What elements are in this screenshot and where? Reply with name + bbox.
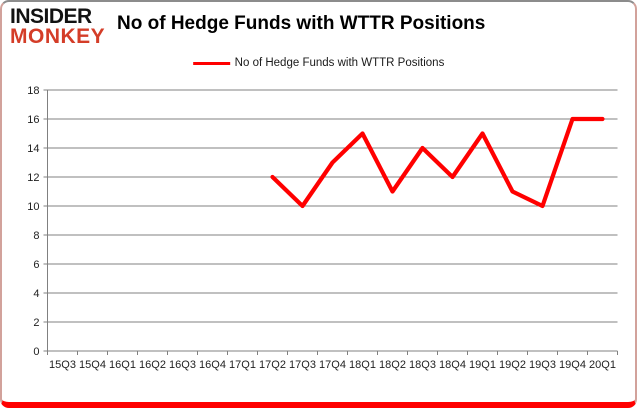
x-tick-label: 17Q2 <box>259 359 286 371</box>
x-tick-label: 19Q2 <box>499 359 526 371</box>
x-tick-label: 18Q3 <box>409 359 436 371</box>
x-tick-label: 15Q4 <box>79 359 106 371</box>
y-tick-label: 14 <box>27 143 39 155</box>
y-tick-label: 10 <box>27 201 39 213</box>
x-tick-label: 18Q2 <box>379 359 406 371</box>
y-tick-label: 2 <box>33 317 39 329</box>
x-tick-label: 16Q2 <box>139 359 166 371</box>
x-tick-label: 19Q4 <box>559 359 586 371</box>
x-tick-label: 17Q4 <box>319 359 346 371</box>
x-tick-label: 17Q1 <box>229 359 256 371</box>
y-tick-label: 8 <box>33 230 39 242</box>
x-tick-label: 19Q3 <box>529 359 556 371</box>
legend-line-swatch <box>192 61 230 65</box>
y-tick-label: 16 <box>27 114 39 126</box>
y-tick-label: 4 <box>33 288 39 300</box>
x-tick-label: 17Q3 <box>289 359 316 371</box>
x-tick-label: 20Q1 <box>589 359 616 371</box>
y-tick-label: 12 <box>27 172 39 184</box>
x-tick-label: 18Q1 <box>349 359 376 371</box>
x-tick-label: 19Q1 <box>469 359 496 371</box>
x-tick-label: 15Q3 <box>49 359 76 371</box>
logo-line-insider: INSIDER <box>10 5 92 28</box>
y-tick-label: 6 <box>33 259 39 271</box>
legend: No of Hedge Funds with WTTR Positions <box>192 57 445 69</box>
y-tick-label: 18 <box>27 85 39 97</box>
x-tick-label: 16Q4 <box>199 359 226 371</box>
insider-monkey-logo: INSIDER MONKEY <box>10 5 106 48</box>
logo-line-monkey: MONKEY <box>10 24 106 48</box>
legend-label: No of Hedge Funds with WTTR Positions <box>234 57 445 69</box>
y-tick-label: 0 <box>33 346 39 358</box>
x-tick-label: 16Q3 <box>169 359 196 371</box>
series-line <box>270 116 605 209</box>
x-tick-label: 16Q1 <box>109 359 136 371</box>
chart-title: No of Hedge Funds with WTTR Positions <box>117 13 486 34</box>
x-tick-label: 18Q4 <box>439 359 466 371</box>
